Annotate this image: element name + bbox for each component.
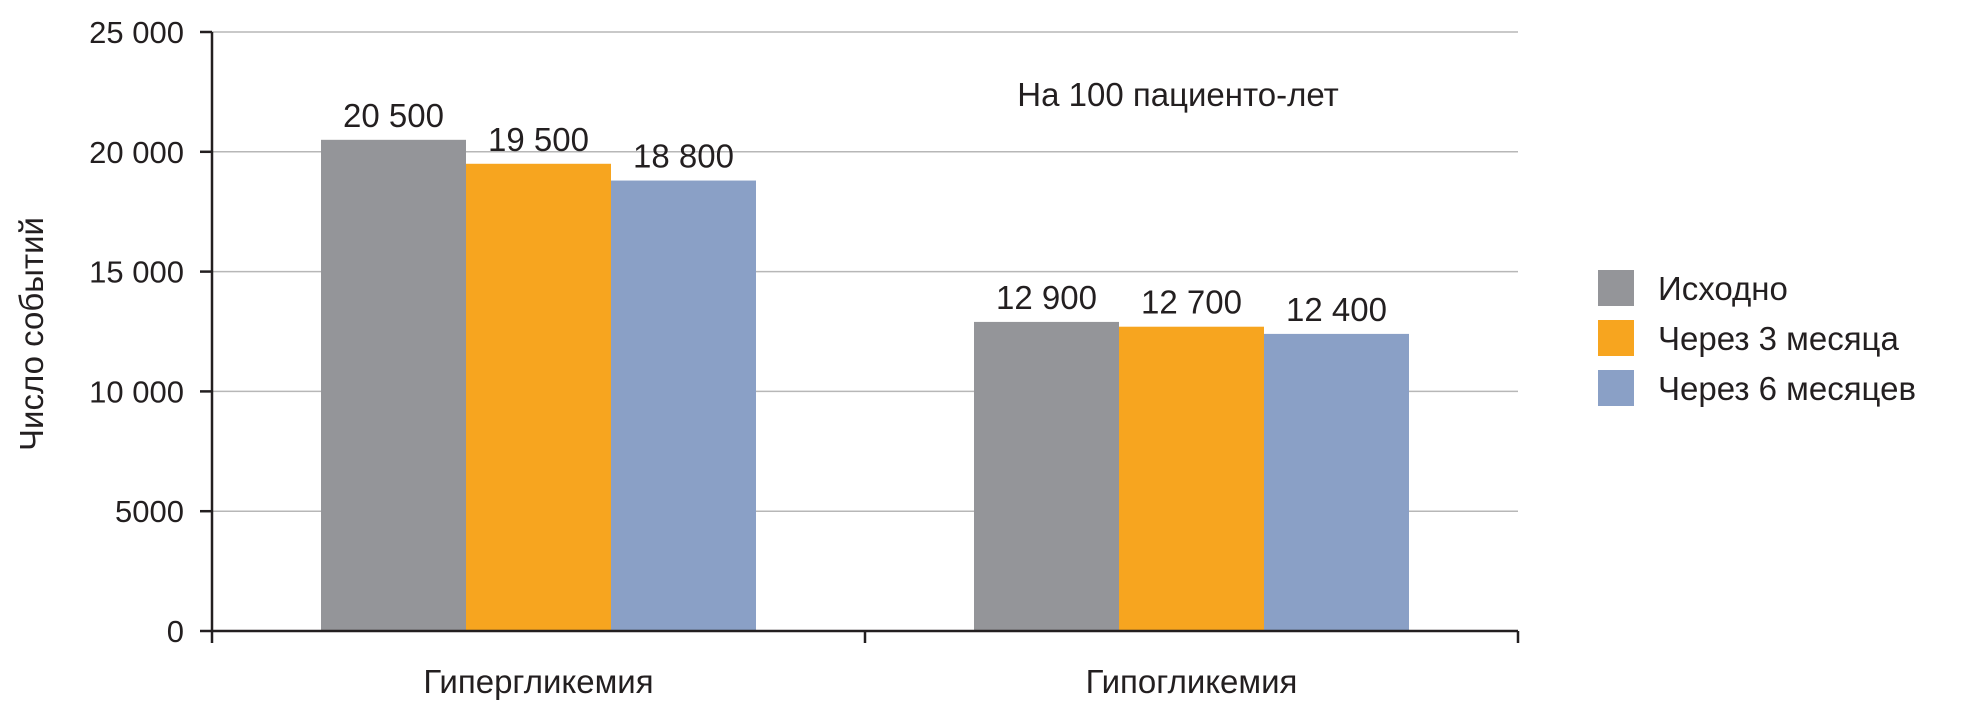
legend-label: Исходно [1658,270,1788,307]
data-label: 12 700 [1141,284,1242,321]
x-category-label: Гипергликемия [423,663,653,700]
y-tick-label: 20 000 [89,135,184,170]
data-label: 12 400 [1286,291,1387,328]
bar [466,163,611,631]
legend-swatch [1598,320,1634,356]
legend: Исходно Через 3 месяца Через 6 месяцев [1598,270,1916,407]
y-axis-title: Число событий [13,217,50,451]
legend-swatch [1598,370,1634,406]
bar [974,321,1119,631]
data-label: 19 500 [488,121,589,158]
bar [1119,326,1264,631]
y-tick-label: 10 000 [89,374,184,409]
legend-label: Через 3 месяца [1658,320,1899,357]
bar [321,139,466,631]
data-label: 20 500 [343,97,444,134]
data-label: 18 800 [633,138,734,175]
legend-swatch [1598,270,1634,306]
y-tick-label: 15 000 [89,255,184,290]
y-tick-label: 0 [167,614,184,649]
y-tick-label: 5000 [115,494,184,529]
data-label: 12 900 [996,279,1097,316]
chart-annotation: На 100 пациенто-лет [1017,76,1338,113]
labels: 0 5000 10 000 15 000 20 000 25 000 20 500 19 50… [89,15,1387,700]
bar [1264,333,1409,631]
legend-label: Через 6 месяцев [1658,370,1916,407]
axes [200,30,1520,643]
bars [321,139,1409,631]
bar [611,180,756,631]
x-category-label: Гипогликемия [1086,663,1298,700]
y-tick-label: 25 000 [89,15,184,50]
